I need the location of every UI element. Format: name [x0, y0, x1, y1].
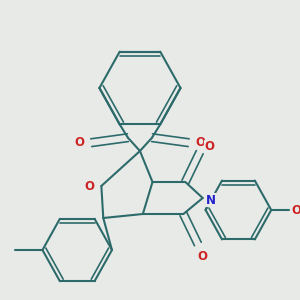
- Text: O: O: [198, 250, 208, 262]
- Text: O: O: [205, 140, 214, 154]
- Text: O: O: [195, 136, 205, 149]
- Text: O: O: [291, 203, 300, 217]
- Text: O: O: [85, 179, 95, 193]
- Text: O: O: [75, 136, 85, 149]
- Text: N: N: [206, 194, 215, 206]
